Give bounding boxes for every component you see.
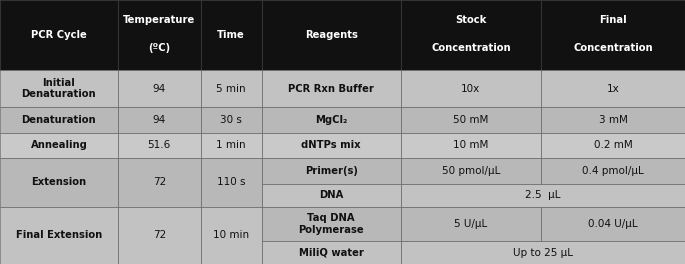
Bar <box>118 206 201 264</box>
Bar <box>201 206 262 264</box>
Text: PCR Rxn Buffer: PCR Rxn Buffer <box>288 83 374 93</box>
Text: 72: 72 <box>153 177 166 187</box>
Text: 94: 94 <box>153 83 166 93</box>
Bar <box>541 107 685 133</box>
Text: 10x: 10x <box>461 83 481 93</box>
Bar <box>541 206 685 241</box>
Bar <box>401 0 541 70</box>
Text: 10 min: 10 min <box>213 230 249 240</box>
Bar <box>201 0 262 70</box>
Bar <box>0 0 118 70</box>
Bar <box>401 133 541 158</box>
Text: Concentration: Concentration <box>573 43 653 53</box>
Bar <box>262 133 401 158</box>
Text: Concentration: Concentration <box>431 43 511 53</box>
Text: 1 min: 1 min <box>216 140 246 150</box>
Text: dNTPs mix: dNTPs mix <box>301 140 361 150</box>
Text: MiliQ water: MiliQ water <box>299 248 364 258</box>
Bar <box>0 206 118 264</box>
Text: 0.2 mM: 0.2 mM <box>594 140 632 150</box>
Text: Temperature: Temperature <box>123 16 195 25</box>
Text: 1x: 1x <box>607 83 619 93</box>
Bar <box>262 70 401 107</box>
Bar <box>262 184 401 206</box>
Bar <box>0 158 118 206</box>
Text: Up to 25 μL: Up to 25 μL <box>513 248 573 258</box>
Text: Final Extension: Final Extension <box>16 230 102 240</box>
Text: 2.5  μL: 2.5 μL <box>525 190 560 200</box>
Bar <box>262 0 401 70</box>
Text: Stock: Stock <box>456 16 486 25</box>
Text: 50 mM: 50 mM <box>453 115 488 125</box>
Bar <box>401 184 685 206</box>
Bar <box>262 206 401 241</box>
Text: 30 s: 30 s <box>221 115 242 125</box>
Text: Primer(s): Primer(s) <box>305 166 358 176</box>
Bar <box>401 107 541 133</box>
Text: Extension: Extension <box>32 177 86 187</box>
Bar <box>262 158 401 184</box>
Bar <box>201 107 262 133</box>
Bar <box>401 206 541 241</box>
Text: Reagents: Reagents <box>305 30 358 40</box>
Bar <box>401 158 541 184</box>
Bar <box>0 70 118 107</box>
Text: 72: 72 <box>153 230 166 240</box>
Bar <box>118 158 201 206</box>
Text: 10 mM: 10 mM <box>453 140 488 150</box>
Text: 50 pmol/μL: 50 pmol/μL <box>442 166 500 176</box>
Text: (ºC): (ºC) <box>148 43 171 53</box>
Text: Taq DNA
Polymerase: Taq DNA Polymerase <box>299 213 364 235</box>
Text: 94: 94 <box>153 115 166 125</box>
Text: Initial
Denaturation: Initial Denaturation <box>22 78 96 99</box>
Text: 3 mM: 3 mM <box>599 115 627 125</box>
Bar <box>262 241 401 264</box>
Bar <box>401 70 541 107</box>
Text: Annealing: Annealing <box>30 140 88 150</box>
Text: 0.04 U/μL: 0.04 U/μL <box>588 219 638 229</box>
Bar <box>201 158 262 206</box>
Text: 51.6: 51.6 <box>148 140 171 150</box>
Text: Denaturation: Denaturation <box>22 115 96 125</box>
Text: 0.4 pmol/μL: 0.4 pmol/μL <box>582 166 644 176</box>
Bar <box>541 158 685 184</box>
Bar <box>118 70 201 107</box>
Bar <box>401 241 685 264</box>
Bar <box>0 133 118 158</box>
Text: Final: Final <box>599 16 627 25</box>
Bar <box>118 133 201 158</box>
Text: Time: Time <box>217 30 245 40</box>
Bar <box>201 133 262 158</box>
Bar <box>262 107 401 133</box>
Bar <box>0 107 118 133</box>
Bar <box>118 107 201 133</box>
Bar <box>118 0 201 70</box>
Bar <box>541 133 685 158</box>
Text: 110 s: 110 s <box>217 177 245 187</box>
Text: DNA: DNA <box>319 190 343 200</box>
Text: PCR Cycle: PCR Cycle <box>31 30 87 40</box>
Text: 5 min: 5 min <box>216 83 246 93</box>
Text: 5 U/μL: 5 U/μL <box>454 219 488 229</box>
Bar <box>541 70 685 107</box>
Text: MgCl₂: MgCl₂ <box>315 115 347 125</box>
Bar <box>201 70 262 107</box>
Bar <box>541 0 685 70</box>
